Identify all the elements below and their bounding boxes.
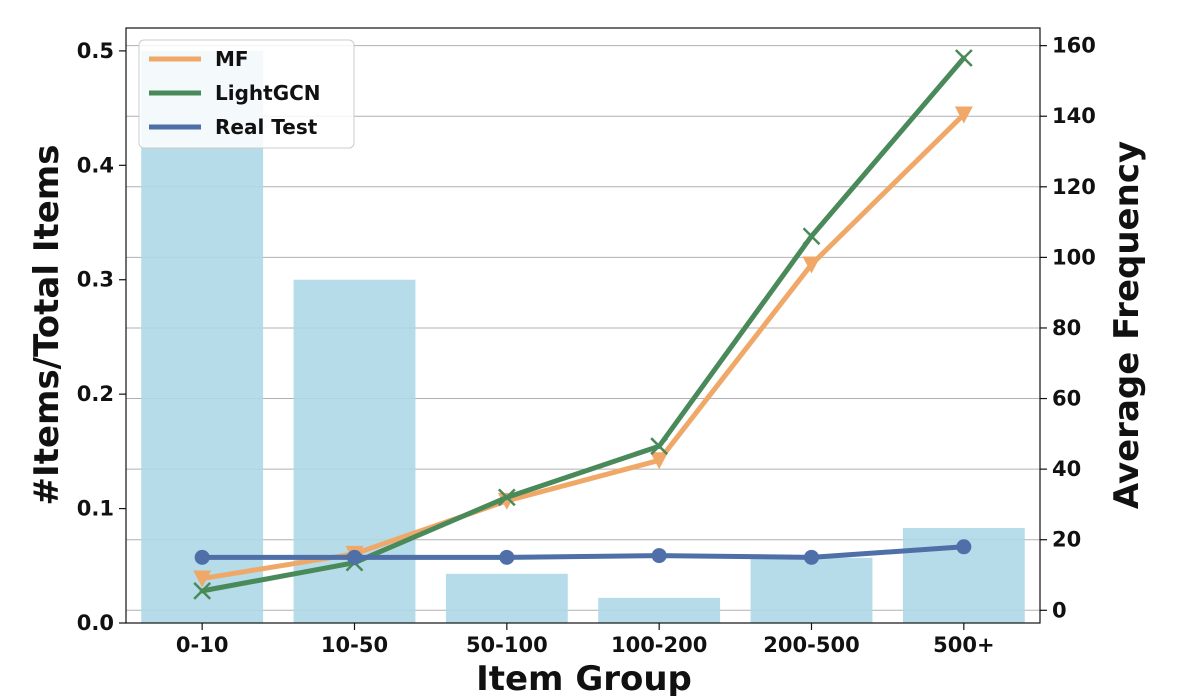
series-line-real-test	[199, 544, 967, 560]
marker-lightgcn	[650, 437, 669, 456]
marker-lightgcn	[802, 227, 821, 246]
axes: 0.0 0.1 0.2 0.3 0.4 0.5 0 20 40 60 80 100 120 140 160 0…	[77, 27, 1096, 657]
marker-mf	[650, 452, 669, 470]
marker-lightgcn	[193, 582, 212, 600]
y-tick-label: 0.0	[77, 611, 114, 635]
x-tick-label: 10-50	[321, 633, 388, 657]
y2-tick-label: 140	[1052, 104, 1096, 128]
x-tick-label: 50-100	[466, 633, 548, 657]
y2-axis-title: Average Frequency	[1107, 141, 1147, 509]
y2-tick-label: 80	[1052, 316, 1081, 340]
marker-mf	[193, 570, 212, 588]
bar-100-200	[598, 597, 721, 623]
y-axis-title: #Items/Total Items	[27, 145, 67, 506]
x-tick-label: 500+	[933, 633, 994, 657]
x-tick-label: 100-200	[611, 633, 707, 657]
marker-real-test	[194, 549, 210, 565]
legend: MF LightGCN Real Test	[138, 39, 355, 149]
y2-tick-label: 120	[1052, 175, 1096, 199]
marker-lightgcn	[497, 488, 516, 507]
gridlines	[126, 45, 1040, 611]
marker-mf	[802, 256, 821, 274]
y-tick-label: 0.1	[77, 497, 114, 521]
series-line-lightgcn	[199, 55, 967, 594]
bar-200-500	[750, 557, 873, 623]
y-tick-label: 0.5	[77, 39, 114, 63]
y2-tick-label: 40	[1052, 457, 1081, 481]
legend-label: LightGCN	[215, 81, 321, 105]
plot-frame	[125, 27, 1041, 624]
legend-label: Real Test	[215, 115, 318, 139]
y2-tick-label: 20	[1052, 528, 1081, 552]
legend-label: MF	[215, 47, 249, 71]
y-tick-label: 0.4	[77, 153, 114, 177]
marker-real-test	[347, 549, 362, 565]
y-tick-label: 0.2	[77, 382, 114, 406]
bar-10-50	[293, 279, 416, 623]
legend-box	[138, 39, 355, 149]
marker-lightgcn	[954, 49, 973, 67]
x-tick-label: 0-10	[176, 633, 229, 657]
marker-real-test	[499, 549, 515, 565]
y2-tick-label: 100	[1052, 245, 1096, 269]
x-tick-label: 200-500	[763, 633, 859, 657]
y2-tick-label: 160	[1052, 34, 1096, 58]
y-tick-label: 0.3	[77, 268, 114, 292]
series-lines	[193, 49, 973, 600]
marker-real-test	[651, 548, 667, 564]
bar-50-100	[445, 573, 568, 623]
marker-real-test	[804, 549, 819, 565]
y2-tick-label: 0	[1052, 598, 1067, 622]
y2-tick-label: 60	[1052, 387, 1081, 411]
marker-mf	[954, 106, 973, 124]
x-axis-title: Item Group	[476, 659, 692, 696]
marker-real-test	[956, 539, 972, 555]
